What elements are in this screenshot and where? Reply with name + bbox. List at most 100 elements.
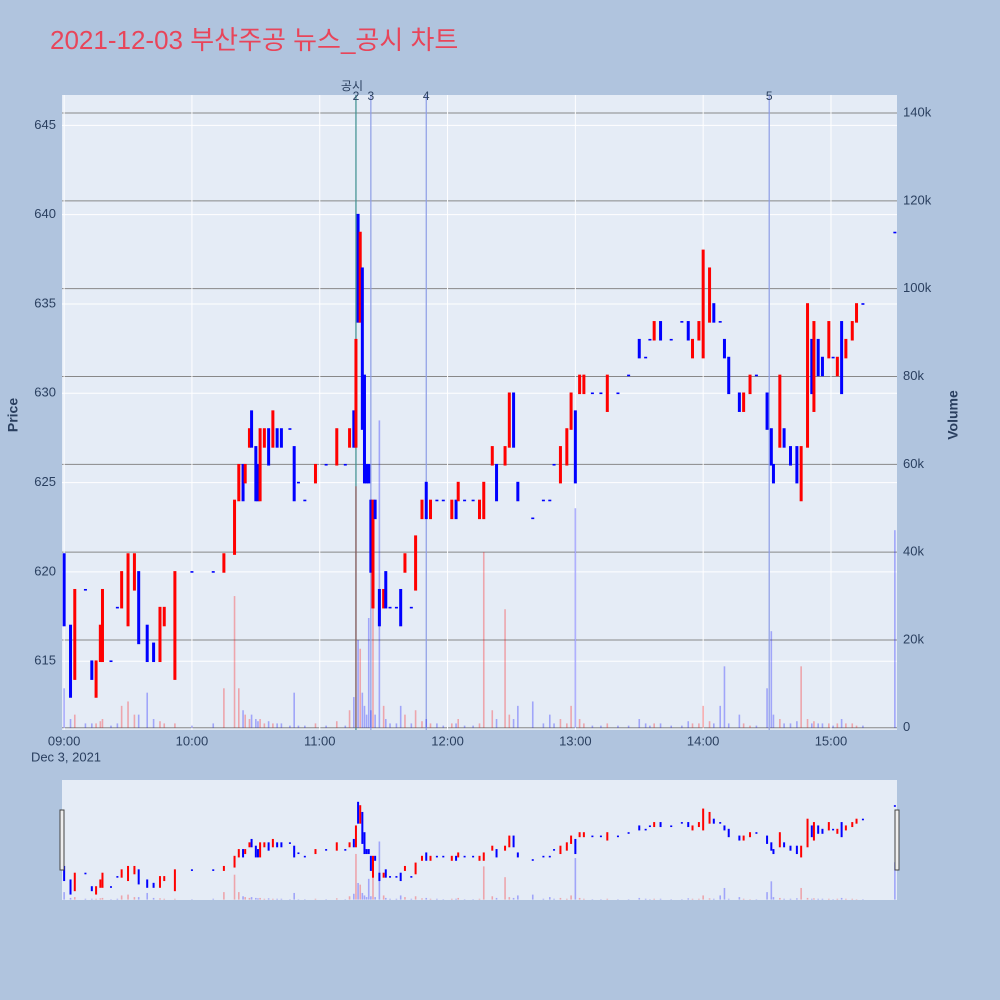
- candle-body: [702, 808, 705, 831]
- candle-body: [94, 660, 98, 698]
- volume-bar: [91, 723, 93, 728]
- candle-body: [90, 886, 93, 892]
- candle-body: [644, 828, 647, 831]
- volume-bar: [566, 723, 568, 728]
- candle-body: [512, 392, 516, 448]
- candle-body: [548, 855, 551, 858]
- candle-body: [325, 849, 328, 851]
- candle-body: [816, 338, 820, 377]
- candle-body: [627, 832, 630, 834]
- volume-bar: [248, 719, 251, 728]
- volume-bar: [395, 898, 398, 900]
- candle-body: [425, 852, 428, 861]
- candle-body: [382, 872, 385, 878]
- candle-body: [450, 855, 453, 861]
- volume-bar: [504, 877, 506, 900]
- volume-bar: [723, 887, 726, 900]
- candle-body: [659, 321, 663, 341]
- candle-body: [565, 842, 568, 851]
- candle-body: [471, 499, 475, 502]
- candle-body: [770, 842, 773, 851]
- volume-bar: [425, 897, 428, 900]
- volume-bar: [250, 714, 253, 728]
- volume-bar: [382, 895, 385, 900]
- volume-bar: [314, 898, 317, 900]
- y-tick-label: 625: [34, 474, 56, 489]
- candle-body: [644, 356, 648, 359]
- y-tick-label: 630: [34, 385, 56, 400]
- volume-bar: [344, 725, 347, 728]
- volume-bar: [670, 725, 673, 728]
- volume-bar: [719, 895, 722, 900]
- range-slider[interactable]: [62, 780, 897, 900]
- volume-bar: [384, 897, 387, 900]
- volume-bar: [813, 721, 815, 728]
- volume-bar: [828, 898, 830, 900]
- volume-bar: [237, 892, 240, 900]
- candle-body: [722, 338, 726, 359]
- candle-body: [495, 463, 499, 502]
- candle-body: [314, 849, 317, 855]
- candle-body: [708, 811, 711, 824]
- slider-handle[interactable]: [59, 809, 65, 871]
- volume-bar: [361, 892, 364, 900]
- volume-bar: [548, 714, 551, 728]
- candle-body: [691, 338, 695, 359]
- candle-body: [450, 499, 454, 520]
- x-tick-label: 13:00: [559, 733, 592, 748]
- volume-bar: [836, 898, 839, 900]
- candle-body: [490, 446, 494, 466]
- candle-body: [250, 410, 254, 448]
- candle-body: [573, 410, 577, 484]
- candle-body: [271, 838, 274, 848]
- slider-handle[interactable]: [894, 809, 900, 871]
- volume-bar: [772, 714, 775, 728]
- y2-tick-label: 140k: [903, 104, 932, 119]
- candle-body: [388, 606, 392, 609]
- candle-body: [357, 801, 360, 824]
- volume-bar: [363, 705, 366, 728]
- candle-body: [548, 499, 552, 502]
- candle-body: [754, 374, 758, 377]
- candle-body: [783, 842, 786, 848]
- volume-bar: [244, 897, 246, 900]
- volume-bar: [163, 898, 166, 900]
- candle-body: [365, 849, 368, 855]
- volume-bar: [817, 898, 819, 900]
- volume-bar: [255, 719, 257, 728]
- candle-body: [508, 835, 511, 848]
- candle-body: [457, 852, 460, 858]
- volume-bar: [212, 723, 215, 728]
- volume-bar: [223, 688, 225, 728]
- candle-body: [810, 338, 814, 395]
- volume-bar: [553, 723, 555, 728]
- candle-body: [844, 338, 848, 359]
- candle-body: [737, 392, 741, 412]
- volume-bar: [840, 719, 843, 728]
- volume-bar: [723, 666, 726, 728]
- volume-bar: [800, 887, 802, 900]
- volume-bar: [159, 721, 161, 728]
- candle-body: [361, 811, 364, 844]
- candle-body: [237, 849, 240, 858]
- candle-body: [101, 872, 104, 888]
- candle-body: [800, 845, 803, 858]
- x-tick-label: 15:00: [815, 733, 848, 748]
- candle-body: [531, 517, 535, 520]
- candle-body: [429, 855, 432, 861]
- candle-body: [99, 879, 102, 888]
- volume-bar: [152, 897, 155, 900]
- candle-body: [652, 321, 656, 341]
- candle-body: [769, 428, 773, 466]
- volume-bar: [127, 894, 129, 900]
- candle-body: [420, 499, 424, 520]
- candle-body: [132, 553, 136, 591]
- volume-bar: [442, 725, 445, 728]
- event-name: 공시: [341, 79, 363, 93]
- volume-bar: [69, 719, 72, 728]
- candle-body: [653, 822, 656, 828]
- candle-body: [574, 838, 577, 855]
- candle-body: [382, 588, 386, 609]
- candle-body: [723, 825, 726, 831]
- candle-body: [606, 832, 609, 841]
